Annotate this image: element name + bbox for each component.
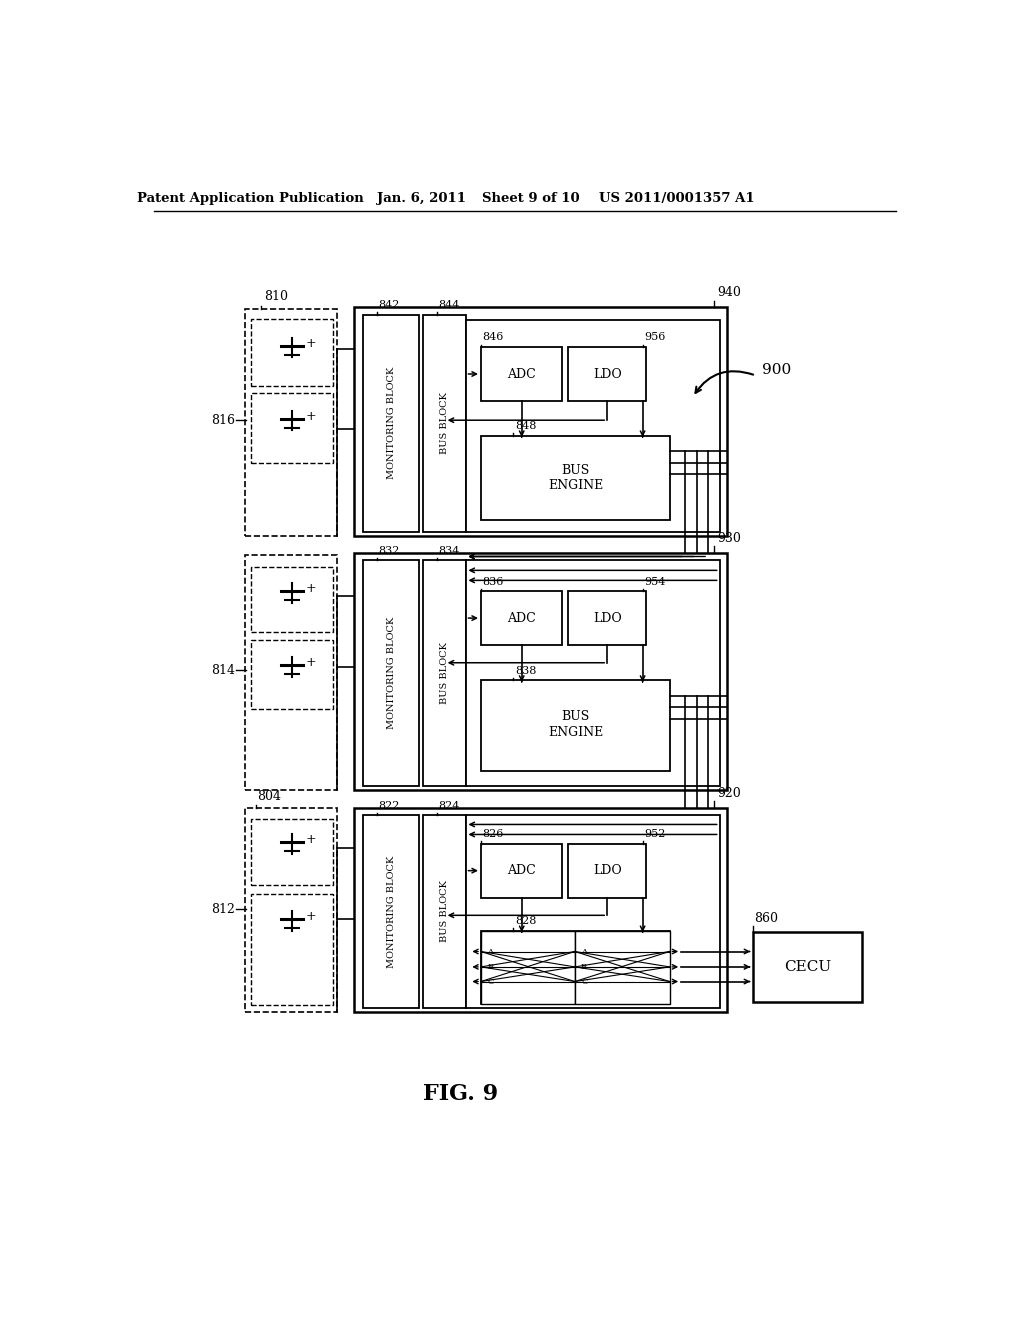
Text: A: A	[581, 948, 587, 956]
Text: 814: 814	[211, 664, 236, 677]
Text: US 2011/0001357 A1: US 2011/0001357 A1	[599, 191, 755, 205]
Bar	[354, 308, 727, 536]
Bar	[481, 931, 574, 1003]
Bar	[364, 314, 419, 532]
Text: CECU: CECU	[783, 960, 831, 974]
Text: 836: 836	[482, 577, 504, 586]
Text: 834: 834	[438, 545, 460, 556]
Text: 956: 956	[644, 333, 666, 342]
Bar	[481, 931, 670, 1003]
Text: 930: 930	[717, 532, 741, 545]
Text: LDO: LDO	[593, 367, 622, 380]
Text: A: A	[487, 948, 494, 956]
Text: MONITORING BLOCK: MONITORING BLOCK	[387, 855, 396, 968]
Text: B: B	[487, 962, 494, 972]
Text: +: +	[306, 833, 316, 846]
Text: 940: 940	[717, 286, 741, 300]
Bar	[423, 560, 466, 785]
Text: MONITORING BLOCK: MONITORING BLOCK	[387, 616, 396, 729]
Bar	[568, 591, 646, 645]
Text: 826: 826	[482, 829, 504, 840]
Bar	[252, 640, 333, 709]
Text: 822: 822	[379, 801, 400, 810]
Bar	[245, 554, 337, 789]
Text: 810: 810	[264, 290, 288, 304]
Text: +: +	[306, 337, 316, 350]
Bar	[753, 932, 862, 1002]
Text: 900: 900	[762, 363, 792, 378]
Text: FIG. 9: FIG. 9	[423, 1082, 499, 1105]
Bar	[354, 553, 727, 789]
Text: BUS BLOCK: BUS BLOCK	[440, 880, 450, 942]
Text: 954: 954	[644, 577, 666, 586]
Bar	[481, 347, 562, 401]
Text: BUS: BUS	[561, 710, 590, 723]
Bar	[568, 347, 646, 401]
Text: C: C	[581, 978, 588, 986]
Text: ADC: ADC	[507, 367, 537, 380]
Bar	[466, 321, 720, 532]
Text: B: B	[581, 962, 587, 972]
Bar	[252, 393, 333, 462]
Bar	[252, 318, 333, 385]
Text: 804: 804	[258, 789, 282, 803]
Text: BUS: BUS	[561, 463, 590, 477]
Text: +: +	[306, 582, 316, 594]
Text: 844: 844	[438, 300, 460, 310]
Text: ADC: ADC	[507, 611, 537, 624]
Text: BUS BLOCK: BUS BLOCK	[440, 642, 450, 704]
Bar	[568, 843, 646, 898]
Text: Jan. 6, 2011: Jan. 6, 2011	[377, 191, 466, 205]
Bar	[252, 818, 333, 884]
Text: 842: 842	[379, 300, 400, 310]
Text: Patent Application Publication: Patent Application Publication	[136, 191, 364, 205]
Text: 848: 848	[515, 421, 537, 430]
Text: LDO: LDO	[593, 611, 622, 624]
Bar	[252, 894, 333, 1006]
Bar	[466, 560, 720, 785]
Text: 860: 860	[755, 912, 778, 924]
Text: +: +	[306, 911, 316, 924]
Bar	[364, 560, 419, 785]
Bar	[252, 566, 333, 632]
Text: 952: 952	[644, 829, 666, 840]
Text: ADC: ADC	[507, 865, 537, 878]
Bar	[364, 816, 419, 1007]
Text: +: +	[306, 409, 316, 422]
Text: 832: 832	[379, 545, 400, 556]
Text: 824: 824	[438, 801, 460, 810]
Bar	[354, 808, 727, 1011]
Text: ENGINE: ENGINE	[548, 726, 603, 739]
Text: 828: 828	[515, 916, 537, 927]
Bar	[481, 681, 670, 771]
Bar	[481, 436, 670, 520]
Text: +: +	[306, 656, 316, 669]
Text: 816: 816	[211, 413, 236, 426]
Bar	[245, 808, 337, 1011]
Text: 846: 846	[482, 333, 504, 342]
Text: BUS BLOCK: BUS BLOCK	[440, 392, 450, 454]
Bar	[481, 591, 562, 645]
Text: 920: 920	[717, 787, 741, 800]
Bar	[481, 843, 562, 898]
Text: C: C	[487, 978, 494, 986]
Bar	[245, 309, 337, 536]
Bar	[423, 314, 466, 532]
Text: MONITORING BLOCK: MONITORING BLOCK	[387, 367, 396, 479]
Bar	[423, 816, 466, 1007]
Text: 838: 838	[515, 665, 537, 676]
Text: LDO: LDO	[593, 865, 622, 878]
Bar	[466, 816, 720, 1007]
Text: 812: 812	[211, 903, 236, 916]
Text: Sheet 9 of 10: Sheet 9 of 10	[482, 191, 580, 205]
Text: ENGINE: ENGINE	[548, 479, 603, 492]
Bar	[574, 931, 670, 1003]
